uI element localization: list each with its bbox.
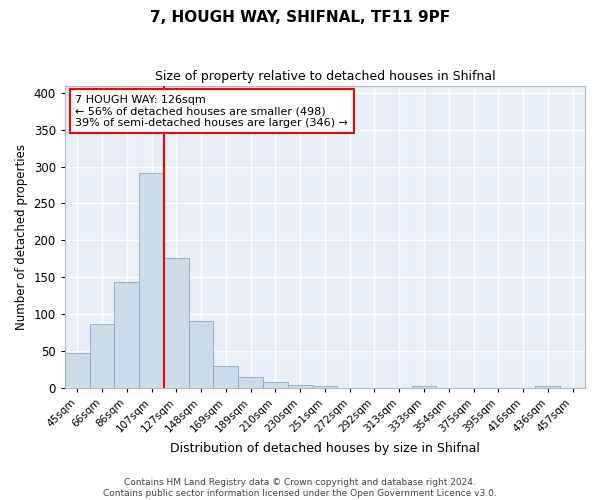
Bar bbox=[115, 282, 139, 388]
Bar bbox=[412, 386, 436, 388]
Bar bbox=[238, 378, 263, 388]
Y-axis label: Number of detached properties: Number of detached properties bbox=[15, 144, 28, 330]
Bar bbox=[288, 385, 313, 388]
Text: Contains HM Land Registry data © Crown copyright and database right 2024.
Contai: Contains HM Land Registry data © Crown c… bbox=[103, 478, 497, 498]
Bar bbox=[535, 386, 560, 388]
X-axis label: Distribution of detached houses by size in Shifnal: Distribution of detached houses by size … bbox=[170, 442, 480, 455]
Text: 7 HOUGH WAY: 126sqm
← 56% of detached houses are smaller (498)
39% of semi-detac: 7 HOUGH WAY: 126sqm ← 56% of detached ho… bbox=[75, 94, 348, 128]
Bar bbox=[164, 258, 188, 388]
Bar bbox=[139, 172, 164, 388]
Title: Size of property relative to detached houses in Shifnal: Size of property relative to detached ho… bbox=[155, 70, 495, 83]
Bar bbox=[188, 320, 214, 388]
Bar bbox=[263, 382, 288, 388]
Bar bbox=[214, 366, 238, 388]
Text: 7, HOUGH WAY, SHIFNAL, TF11 9PF: 7, HOUGH WAY, SHIFNAL, TF11 9PF bbox=[150, 10, 450, 25]
Bar bbox=[313, 386, 337, 388]
Bar bbox=[65, 353, 89, 388]
Bar bbox=[89, 324, 115, 388]
